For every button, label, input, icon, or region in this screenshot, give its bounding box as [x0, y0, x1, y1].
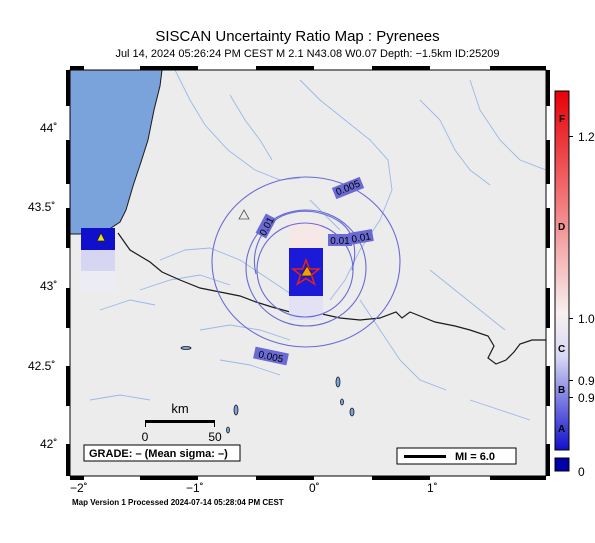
lon-label: −2˚ [70, 481, 88, 495]
colorbar-letter: A [558, 424, 565, 435]
colorbar-letter: D [558, 222, 565, 233]
uncertainty-contours [211, 176, 401, 348]
lat-axis-labels: 44˚ 43.5˚ 43˚ 42.5˚ 42˚ [28, 121, 57, 451]
map-frame [66, 66, 550, 480]
scale-left: 0 [142, 430, 149, 444]
colorbar-letter: F [559, 114, 565, 125]
star-icon [290, 257, 322, 286]
lon-label: 0˚ [309, 481, 320, 495]
scale-right: 50 [208, 430, 222, 444]
lon-axis-labels: −2˚ −1˚ 0˚ 1˚ [70, 481, 438, 495]
triangle-icon [238, 209, 250, 220]
scale-bar: km 0 50 [142, 401, 222, 444]
lat-label: 43˚ [40, 279, 57, 293]
mi-text: MI = 6.0 [455, 451, 495, 463]
triangle-icon [300, 265, 314, 277]
colorbar-letter: C [558, 344, 565, 355]
colorbar-value: 1.0 [578, 312, 595, 326]
colorbar-low-box [554, 457, 570, 472]
lat-label: 42.5˚ [28, 359, 55, 373]
colorbar-letter: B [558, 385, 565, 396]
rivers [89, 70, 546, 421]
grade-text: GRADE: – (Mean sigma: –) [89, 448, 228, 460]
colorbar-value: 0.9 [578, 374, 595, 388]
map-title: SISCAN Uncertainty Ratio Map : Pyrenees [155, 28, 440, 45]
colorbar: F D C B A 1.2 1.0 0.9 0.9 0 [554, 90, 595, 479]
event-subtitle: Jul 14, 2024 05:26:24 PM CEST M 2.1 N43.… [115, 48, 500, 60]
border-line [117, 232, 546, 365]
lat-label: 44˚ [40, 121, 57, 135]
lat-label: 42˚ [40, 437, 57, 451]
contour-label: 0.01 [330, 236, 350, 247]
lat-label: 43.5˚ [28, 200, 55, 214]
lon-label: −1˚ [186, 481, 204, 495]
colorbar-value: 0 [578, 465, 585, 479]
lakes [180, 346, 355, 476]
colorbar-value: 1.2 [578, 130, 595, 144]
contour-label: 0.005 [257, 349, 284, 365]
triangle-icon [96, 232, 106, 242]
lon-label: 1˚ [427, 481, 438, 495]
scale-title: km [171, 401, 188, 416]
map-panel: 0.005 0.01 0.01 0.01 0.005 [66, 66, 550, 480]
footer-text: Map Version 1 Processed 2024-07-14 05:28… [72, 498, 284, 507]
contour-label: 0.01 [351, 231, 373, 245]
colorbar-value: 0.9 [578, 391, 595, 405]
